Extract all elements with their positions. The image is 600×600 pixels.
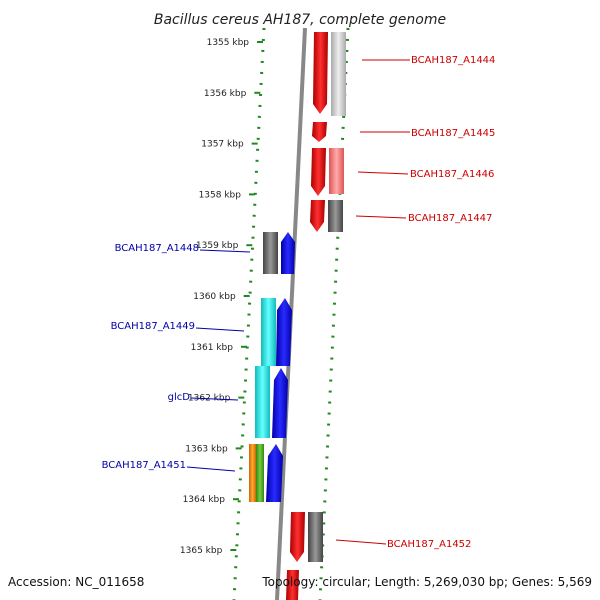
label-leader [190, 397, 239, 401]
gene-arrow [276, 298, 292, 366]
scale-tick-label: 1357 kbp [201, 140, 244, 150]
label-leader [199, 249, 251, 253]
cog-box [329, 148, 344, 194]
label-leader [195, 327, 245, 332]
cog-box [255, 366, 270, 438]
cog-box [308, 512, 323, 562]
scale-tick-label: 1364 kbp [183, 495, 226, 505]
gene-arrow [311, 148, 326, 196]
gene-label-BCAH187_A1451[interactable]: BCAH187_A1451 [102, 460, 186, 471]
cog-box [263, 232, 278, 274]
gene-BCAH187_A1452[interactable] [290, 512, 323, 562]
gene-label-BCAH187_A1445[interactable]: BCAH187_A1445 [411, 128, 495, 139]
gene-partial-bottom [286, 570, 299, 600]
gene-arrow [272, 368, 288, 438]
topology-text: Topology: circular; Length: 5,269,030 bp… [261, 575, 592, 589]
gene-label-BCAH187_A1452[interactable]: BCAH187_A1452 [387, 539, 471, 550]
gene-BCAH187_A1448[interactable] [263, 232, 295, 274]
accession-text: Accession: NC_011658 [8, 575, 144, 589]
gene-label-glcD[interactable]: glcD [168, 392, 191, 403]
cog-box [261, 298, 276, 366]
label-leader [186, 466, 236, 472]
gene-BCAH187_A1446[interactable] [311, 148, 344, 196]
gene-label-BCAH187_A1444[interactable]: BCAH187_A1444 [411, 55, 495, 66]
label-leader [357, 171, 409, 175]
gene-BCAH187_A1451[interactable] [249, 444, 283, 502]
scale-tick-label: 1358 kbp [199, 190, 242, 200]
scale-tick-label: 1365 kbp [180, 546, 223, 556]
gene-BCAH187_A1444[interactable] [313, 32, 346, 116]
cog-box-green [256, 444, 264, 502]
cog-box [328, 200, 343, 232]
gene-BCAH187_A1449[interactable] [261, 298, 292, 366]
gene-label-BCAH187_A1447[interactable]: BCAH187_A1447 [408, 213, 492, 224]
gene-arrow [266, 444, 283, 502]
left-dotted-border [232, 27, 266, 600]
label-leader [355, 215, 407, 219]
scale-tick-label: 1363 kbp [185, 444, 228, 454]
scale-tick-label: 1356 kbp [204, 89, 247, 99]
gene-label-BCAH187_A1448[interactable]: BCAH187_A1448 [115, 243, 199, 254]
scale-tick-label: 1360 kbp [193, 292, 236, 302]
gene-glcD[interactable] [255, 366, 288, 438]
cog-box [331, 32, 346, 116]
scale-tick-label: 1361 kbp [191, 343, 234, 353]
gene-arrow [290, 512, 305, 562]
gene-arrow [312, 122, 327, 142]
gene-BCAH187_A1447[interactable] [310, 200, 343, 232]
map-title: Bacillus cereus AH187, complete genome [154, 12, 446, 28]
scale-tick-label: 1359 kbp [196, 241, 239, 251]
gene-label-BCAH187_A1446[interactable]: BCAH187_A1446 [410, 169, 494, 180]
label-leader [335, 539, 387, 545]
cog-box-orange [249, 444, 256, 502]
gene-arrow [281, 232, 295, 274]
right-dotted-border [318, 27, 350, 600]
gene-label-BCAH187_A1449[interactable]: BCAH187_A1449 [111, 321, 195, 332]
gene-arrow [313, 32, 328, 114]
gene-BCAH187_A1445[interactable] [312, 122, 327, 142]
scale-tick-label: 1355 kbp [207, 38, 250, 48]
gene-arrow [310, 200, 325, 232]
